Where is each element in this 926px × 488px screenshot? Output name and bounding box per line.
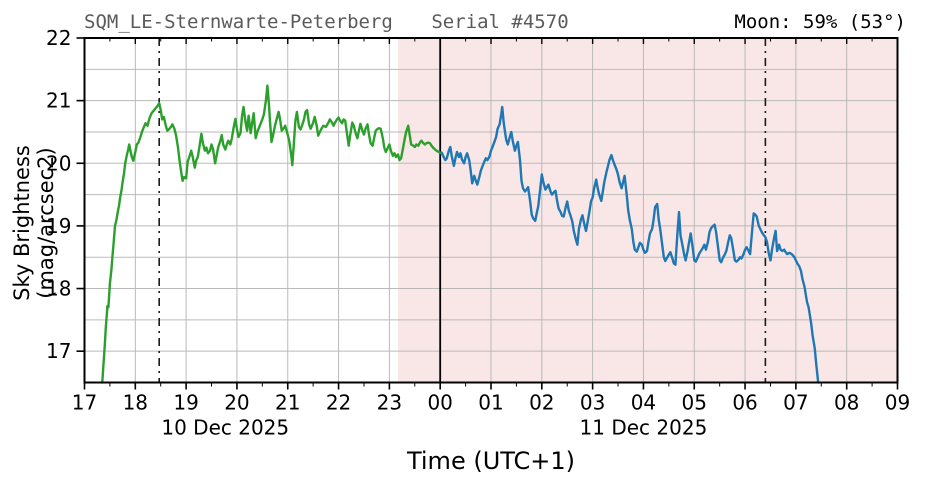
moon-label: Moon: 59% (53°) (734, 11, 906, 33)
moon-shading-region (398, 38, 898, 383)
x-tick-label: 02 (529, 391, 554, 415)
y-tick-label: 20 (46, 151, 71, 175)
x-tick-label: 20 (224, 391, 249, 415)
sky-brightness-series-blue (440, 105, 820, 384)
station-title: SQM_LE-Sternwarte-Peterberg (84, 11, 393, 33)
x-tick-label: 05 (682, 391, 707, 415)
x-tick-label: 17 (72, 391, 97, 415)
y-tick-label: 17 (46, 339, 71, 363)
y-axis-title: Sky Brightness (mag/arcsec2) (10, 145, 58, 301)
x-tick-label: 07 (783, 391, 808, 415)
x-axis-title: Time (UTC+1) (406, 447, 576, 475)
x-tick-label: 21 (275, 391, 300, 415)
y-tick-label: 18 (46, 277, 71, 301)
y-tick-label: 19 (46, 214, 71, 238)
x-tick-label: 18 (123, 391, 148, 415)
x-tick-label: 22 (326, 391, 351, 415)
y-tick-label: 21 (46, 89, 71, 113)
date-label: 11 Dec 2025 (580, 416, 708, 440)
date-label: 10 Dec 2025 (161, 416, 289, 440)
x-tick-label: 06 (732, 391, 757, 415)
x-tick-label: 03 (580, 391, 605, 415)
gridlines (84, 38, 898, 383)
y-tick-label: 22 (46, 26, 71, 50)
x-tick-label: 01 (478, 391, 503, 415)
x-tick-label: 19 (173, 391, 198, 415)
x-tick-label: 00 (427, 391, 452, 415)
x-tick-label: 04 (631, 391, 656, 415)
axis-ticks (76, 37, 899, 390)
x-tick-label: 08 (834, 391, 859, 415)
sky-brightness-series-green (101, 84, 443, 384)
x-tick-label: 09 (885, 391, 910, 415)
x-tick-label: 23 (377, 391, 402, 415)
serial-label: Serial #4570 (431, 11, 569, 33)
